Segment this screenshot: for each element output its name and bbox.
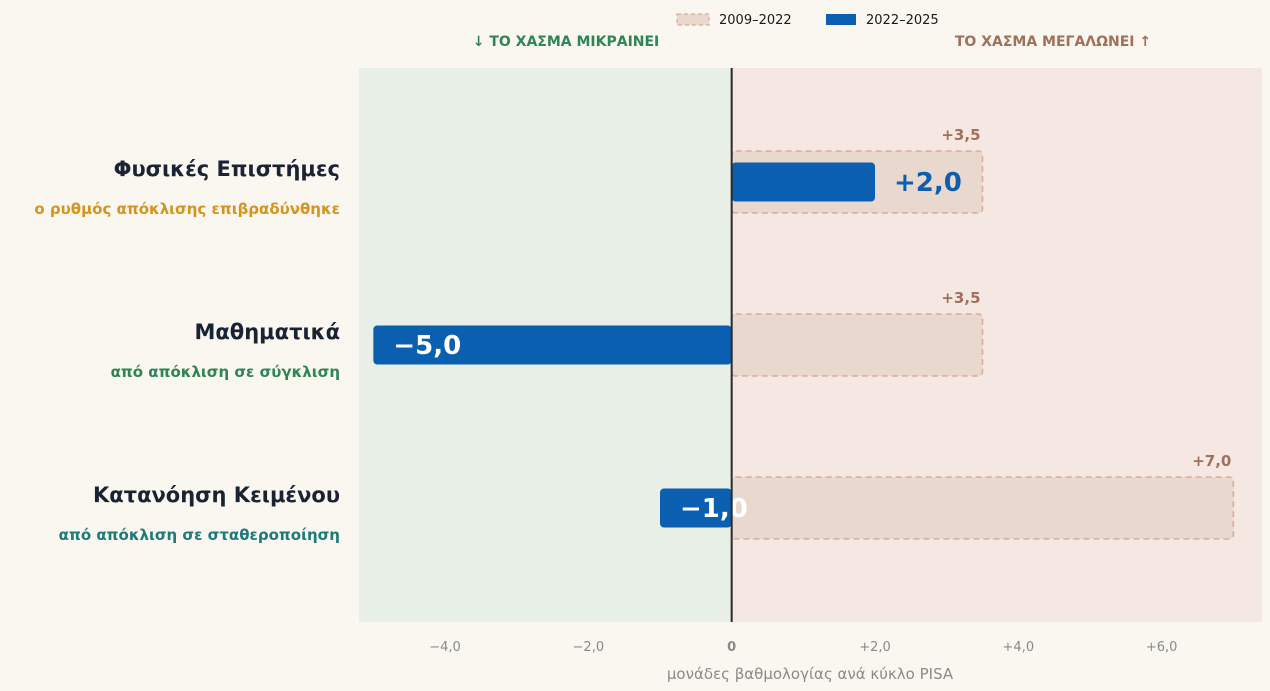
category-subtitle: από απόκλιση σε σύγκλιση	[111, 363, 340, 381]
legend-label-new: 2022–2025	[866, 13, 939, 28]
bar-2009-2022	[730, 313, 984, 377]
x-tick-label: +6,0	[1146, 640, 1178, 655]
legend-swatch-old	[676, 13, 710, 26]
bar-label-2022-2025: −5,0	[393, 331, 461, 361]
category-subtitle: ο ρυθμός απόκλισης επιβραδύνθηκε	[34, 200, 340, 218]
bar-label-2009-2022: +3,5	[941, 126, 980, 144]
bar-2009-2022	[730, 476, 1235, 540]
bar-2022-2025	[373, 325, 732, 365]
bar-2022-2025	[731, 162, 875, 202]
bar-label-2022-2025: +2,0	[894, 168, 962, 198]
legend-label-old: 2009–2022	[719, 13, 792, 28]
legend-swatch-new	[826, 14, 856, 25]
category-subtitle: από απόκλιση σε σταθεροποίηση	[59, 526, 340, 544]
x-tick-label: −2,0	[573, 640, 605, 655]
region-label-shrinking: ↓ ΤΟ ΧΑΣΜΑ ΜΙΚΡΑΙΝΕΙ	[473, 34, 660, 50]
x-tick-label: +4,0	[1003, 640, 1035, 655]
x-tick-label: −4,0	[429, 640, 461, 655]
bar-2022-2025	[660, 488, 732, 528]
category-label: Φυσικές Επιστήμες	[114, 157, 340, 181]
x-tick-label: 0	[727, 640, 736, 655]
x-tick-label: +2,0	[859, 640, 891, 655]
category-label: Κατανόηση Κειμένου	[93, 483, 340, 507]
bar-label-2009-2022: +3,5	[941, 289, 980, 307]
category-label: Μαθηματικά	[194, 320, 340, 344]
bar-label-2022-2025: −1,0	[680, 494, 748, 524]
x-axis-label: μονάδες βαθμολογίας ανά κύκλο PISA	[667, 665, 954, 683]
bar-label-2009-2022: +7,0	[1192, 452, 1231, 470]
region-label-growing: ΤΟ ΧΑΣΜΑ ΜΕΓΑΛΩΝΕΙ ↑	[955, 34, 1151, 50]
